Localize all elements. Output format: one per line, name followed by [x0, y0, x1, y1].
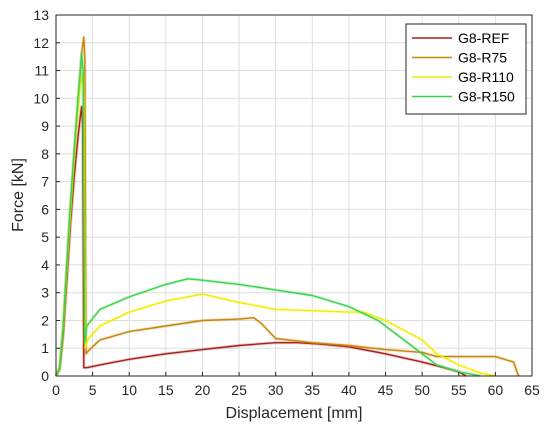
y-tick-label: 10	[33, 90, 49, 106]
y-tick-label: 4	[41, 257, 49, 273]
series-line-g8-r150	[55, 53, 481, 377]
legend-label-g8-r110: G8-R110	[458, 69, 514, 85]
x-tick-label: 30	[268, 382, 284, 398]
legend: G8-REF G8-R75 G8-R110 G8-R150	[405, 23, 527, 115]
x-tick-label: 25	[231, 382, 247, 398]
y-tick-label: 12	[33, 35, 49, 51]
y-tick-label: 2	[41, 312, 49, 328]
x-tick-label: 60	[488, 382, 504, 398]
y-tick-label: 1	[41, 340, 49, 356]
legend-box	[405, 23, 527, 115]
series-line-g8-ref	[55, 105, 467, 377]
y-tick-label: 0	[41, 368, 49, 384]
x-tick-label: 0	[52, 382, 60, 398]
y-axis-label: Force [kN]	[10, 158, 27, 232]
x-axis-ticks: 0 5 10 15 20 25 30 35 40 45 50 55 60 65	[52, 372, 540, 398]
x-tick-label: 65	[524, 382, 540, 398]
x-tick-label: 50	[414, 382, 430, 398]
y-tick-label: 8	[41, 146, 49, 162]
y-tick-label: 11	[34, 63, 49, 79]
plot-frame	[55, 14, 533, 377]
x-tick-label: 45	[378, 382, 394, 398]
y-tick-label: 6	[41, 201, 49, 217]
y-tick-label: 5	[41, 229, 49, 245]
x-tick-label: 35	[305, 382, 321, 398]
y-tick-label: 13	[33, 7, 49, 23]
x-tick-label: 55	[451, 382, 467, 398]
series-layer	[54, 35, 521, 378]
y-tick-label: 7	[41, 174, 49, 190]
grid-lines	[55, 14, 533, 377]
x-tick-label: 5	[89, 382, 97, 398]
x-tick-label: 15	[158, 382, 174, 398]
legend-items: G8-REF G8-R75 G8-R110 G8-R150	[412, 30, 515, 105]
legend-label-g8-r75: G8-R75	[458, 50, 507, 66]
x-tick-label: 20	[195, 382, 211, 398]
x-tick-label: 40	[341, 382, 357, 398]
x-tick-label: 10	[121, 382, 137, 398]
y-tick-label: 9	[41, 118, 49, 134]
x-axis-label: Displacement [mm]	[226, 405, 363, 422]
legend-label-g8-ref: G8-REF	[458, 30, 509, 46]
legend-label-g8-r150: G8-R150	[458, 89, 515, 105]
y-tick-label: 3	[41, 285, 49, 301]
